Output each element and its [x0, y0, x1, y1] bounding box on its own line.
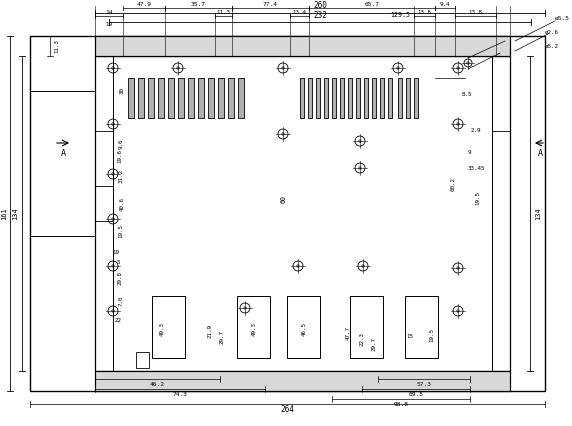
Text: 14: 14 [105, 9, 113, 14]
Bar [332, 78, 336, 118]
Bar [414, 78, 418, 118]
Text: 129.5: 129.5 [390, 12, 410, 18]
Bar [138, 78, 144, 118]
Bar [95, 371, 510, 391]
Text: 31.2: 31.2 [118, 169, 124, 183]
Bar [188, 78, 194, 118]
Text: 22.3: 22.3 [359, 332, 364, 346]
Bar [324, 78, 328, 118]
Bar [198, 78, 204, 118]
Text: 29.7: 29.7 [371, 337, 376, 351]
Bar [95, 56, 113, 371]
Text: 47.7: 47.7 [345, 326, 351, 340]
Bar [128, 78, 134, 118]
Text: 2.9: 2.9 [471, 129, 481, 133]
Bar [388, 78, 392, 118]
Text: 29.8: 29.8 [117, 271, 122, 285]
Bar [95, 371, 510, 391]
Text: 232: 232 [313, 11, 327, 20]
Text: ø5.2: ø5.2 [545, 43, 559, 49]
Text: 5: 5 [116, 259, 120, 265]
Text: 98.8: 98.8 [394, 401, 408, 406]
Text: 35.7: 35.7 [190, 2, 205, 6]
Text: 21.9: 21.9 [208, 324, 213, 338]
Bar [316, 78, 320, 118]
Text: 69.5: 69.5 [408, 391, 423, 397]
Text: 260: 260 [313, 2, 327, 11]
Text: 13.8: 13.8 [468, 9, 482, 14]
Bar [380, 78, 384, 118]
Bar [95, 56, 510, 371]
Text: 8.5: 8.5 [462, 92, 472, 97]
Text: 65.7: 65.7 [364, 2, 379, 6]
Text: 49.3: 49.3 [252, 322, 256, 336]
Text: 9: 9 [467, 150, 471, 155]
Text: 264: 264 [280, 405, 294, 414]
Bar [237, 296, 270, 358]
Text: 15: 15 [407, 334, 414, 339]
Text: 40.6: 40.6 [120, 197, 125, 211]
Bar [95, 36, 510, 56]
Bar [136, 352, 149, 368]
Bar [356, 78, 360, 118]
Text: A: A [538, 150, 542, 158]
Bar [158, 78, 164, 118]
Bar [398, 78, 402, 118]
Text: A: A [61, 150, 66, 158]
Bar [348, 78, 352, 118]
Bar [300, 78, 304, 118]
Text: 11.3: 11.3 [216, 9, 230, 14]
Text: 13.6: 13.6 [417, 9, 431, 14]
Text: 19.5: 19.5 [430, 328, 435, 342]
Text: 19.6: 19.6 [117, 149, 122, 163]
Text: 134: 134 [12, 207, 18, 220]
Bar [152, 296, 185, 358]
Text: 47.9: 47.9 [137, 2, 152, 6]
Text: 30: 30 [120, 87, 125, 95]
Bar [350, 296, 383, 358]
Text: 161: 161 [1, 207, 7, 220]
Bar [30, 36, 545, 391]
Text: 74.3: 74.3 [173, 391, 188, 397]
Text: 33.45: 33.45 [467, 165, 484, 170]
Text: 11.3: 11.3 [54, 39, 59, 53]
Bar [95, 36, 510, 56]
Bar [238, 78, 244, 118]
Text: 46.5: 46.5 [301, 322, 307, 336]
Text: 19.5: 19.5 [475, 191, 480, 205]
Text: 134: 134 [535, 207, 541, 220]
Bar [208, 78, 214, 118]
Text: 60.2: 60.2 [451, 177, 455, 191]
Text: 19: 19 [105, 21, 113, 26]
Bar [340, 78, 344, 118]
Text: ø5.5: ø5.5 [554, 15, 570, 20]
Bar [178, 78, 184, 118]
Text: 46.2: 46.2 [149, 382, 165, 386]
Text: 7.0: 7.0 [118, 296, 124, 306]
Bar [406, 78, 410, 118]
Bar [287, 296, 320, 358]
Text: ø2.6: ø2.6 [545, 29, 559, 35]
Bar [372, 78, 376, 118]
Bar [308, 78, 312, 118]
Text: 9.6: 9.6 [118, 139, 124, 149]
Bar [492, 56, 510, 371]
Text: 77.4: 77.4 [263, 2, 277, 6]
Text: 57.3: 57.3 [416, 382, 431, 386]
Text: 29.7: 29.7 [220, 330, 224, 344]
Bar [30, 91, 95, 236]
Text: 22: 22 [114, 319, 121, 323]
Text: 9.4: 9.4 [440, 2, 450, 6]
Bar [168, 78, 174, 118]
Bar [364, 78, 368, 118]
Text: 13.4: 13.4 [292, 9, 306, 14]
Bar [405, 296, 438, 358]
Bar [148, 78, 154, 118]
Bar [228, 78, 234, 118]
Text: 60: 60 [281, 195, 287, 203]
Text: 19.5: 19.5 [118, 224, 124, 238]
Text: 49.3: 49.3 [160, 322, 165, 336]
Bar [218, 78, 224, 118]
Text: 19: 19 [113, 250, 120, 254]
